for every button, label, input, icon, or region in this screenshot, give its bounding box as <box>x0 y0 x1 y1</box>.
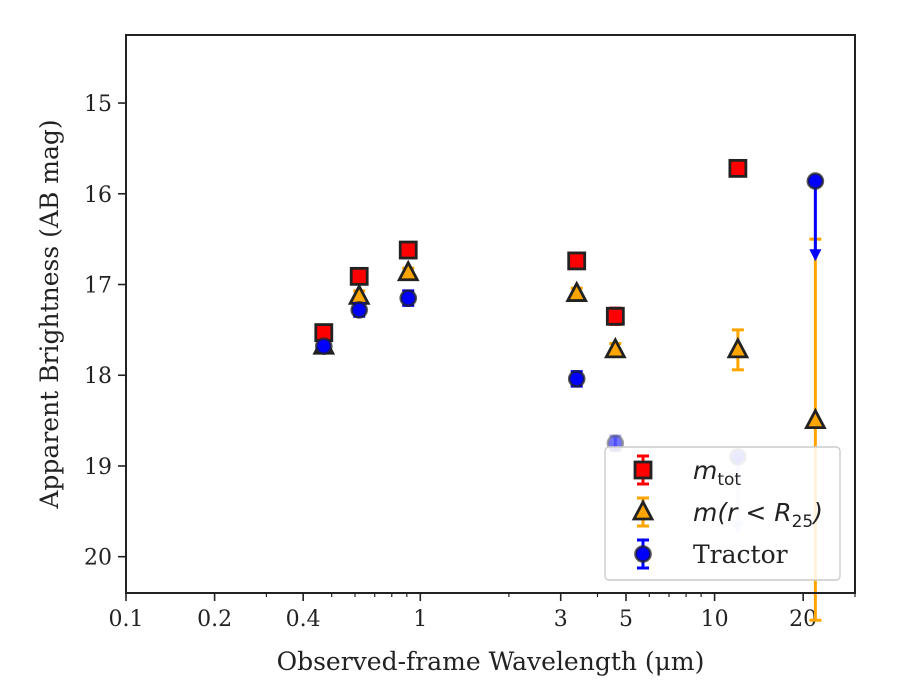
plot-frame <box>125 34 856 594</box>
y-axis-ticks: 15 16 17 18 19 20 <box>84 92 126 571</box>
y-axis-label: Apparent Brightness (AB mag) <box>35 119 64 509</box>
triangle-marker <box>565 280 589 302</box>
square-marker <box>398 240 418 260</box>
square-marker <box>728 158 748 178</box>
triangle-marker <box>604 336 627 359</box>
legend-label-main: m(r < R <box>693 498 792 527</box>
square-marker <box>567 251 587 271</box>
legend-label: Tractor <box>693 540 788 569</box>
upper-limit-arrow <box>809 181 822 262</box>
data-point <box>398 240 418 260</box>
x-tick-label: 5 <box>619 607 633 632</box>
data-point <box>349 266 369 286</box>
x-axis-ticks: 0.1 0.2 0.4 1 3 5 10 20 <box>109 593 856 632</box>
x-axis-label: Observed-frame Wavelength (μm) <box>277 647 705 676</box>
y-tick-label: 17 <box>84 274 112 299</box>
data-point <box>565 280 589 302</box>
square-marker <box>349 266 369 286</box>
triangle-marker <box>726 336 750 359</box>
legend-box <box>604 446 841 581</box>
data-point <box>396 259 420 282</box>
data-point <box>806 172 825 262</box>
upper-limit-arrowhead <box>809 249 822 262</box>
triangle-marker <box>631 499 655 521</box>
square-marker <box>633 460 653 480</box>
data-point <box>399 289 418 307</box>
x-tick-label: 0.1 <box>109 607 144 632</box>
x-tick-label: 0.4 <box>286 607 321 632</box>
legend-label-main: Tractor <box>693 540 788 569</box>
legend-label-suffix: ) <box>811 498 823 527</box>
y-tick-label: 20 <box>84 546 112 571</box>
x-tick-label: 0.2 <box>197 607 232 632</box>
circle-marker <box>314 337 333 356</box>
data-point <box>350 301 368 319</box>
data-point <box>314 337 333 356</box>
circle-marker <box>634 545 652 563</box>
legend-label: m(r < R25) <box>693 498 823 532</box>
x-tick-label: 1 <box>413 607 427 632</box>
legend-entry: mtot <box>633 454 741 490</box>
legend-label-main: m <box>693 456 717 485</box>
circle-marker <box>350 301 368 319</box>
data-point <box>567 370 586 388</box>
square-marker <box>605 306 625 326</box>
x-tick-label: 3 <box>554 607 568 632</box>
data-point <box>347 283 371 305</box>
circle-marker <box>567 370 586 388</box>
data-point <box>605 306 625 326</box>
y-tick-label: 15 <box>84 92 112 117</box>
data-point <box>567 251 587 271</box>
data-point <box>728 158 748 178</box>
y-tick-label: 18 <box>84 364 112 389</box>
data-point <box>604 336 627 359</box>
triangle-marker <box>396 259 420 282</box>
legend-label-subscript: 25 <box>792 512 814 532</box>
circle-marker <box>806 172 825 190</box>
legend-entry: Tractor <box>634 538 788 570</box>
y-tick-label: 16 <box>84 183 112 208</box>
legend-label: mtot <box>693 456 741 490</box>
legend: mtot m(r < R25) Tractor <box>604 446 841 581</box>
data-point <box>726 328 750 372</box>
circle-marker <box>399 289 418 307</box>
legend-label-subscript: tot <box>717 470 741 490</box>
legend-entry: m(r < R25) <box>631 496 823 532</box>
y-tick-label: 19 <box>84 455 112 480</box>
triangle-marker <box>804 407 827 430</box>
x-tick-label: 10 <box>701 607 729 632</box>
